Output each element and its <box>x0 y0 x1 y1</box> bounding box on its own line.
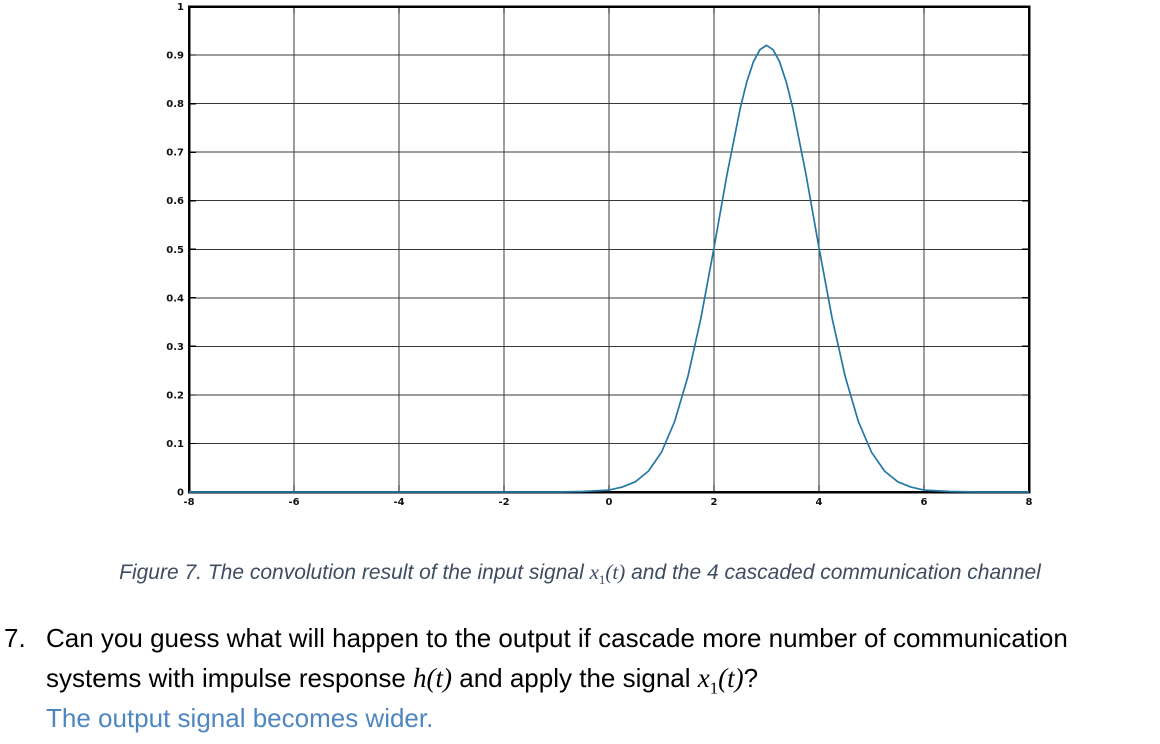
question-mark: ? <box>743 663 759 693</box>
y-tick-label: 0.2 <box>166 390 184 401</box>
question-body: Can you guess what will happen to the ou… <box>46 618 1160 738</box>
math-x1-of-t: x1(t) <box>697 663 744 698</box>
caption-text-1: Figure 7. The convolution result of the … <box>119 561 590 584</box>
y-tick-label: 0.3 <box>166 342 184 353</box>
question-line-1: Can you guess what will happen to the ou… <box>46 623 1068 653</box>
x-tick-label: -8 <box>183 497 194 508</box>
x-tick-label: 8 <box>1026 497 1033 508</box>
x-tick-label: 4 <box>816 497 823 508</box>
y-tick-label: 0.4 <box>166 293 184 304</box>
y-tick-label: 0.8 <box>166 99 184 110</box>
convolution-plot: -8 -6 -4 -2 0 2 4 6 8 0 0.1 0.2 0.3 0.4 0.5 0.6 0.7 0.8 0.… <box>166 2 1033 508</box>
y-tick-label: 0.7 <box>166 148 184 159</box>
y-tick-label: 1 <box>177 2 184 13</box>
math-h-of-t: h(t) <box>413 663 453 693</box>
question-number: 7. <box>4 623 26 653</box>
figure-caption: Figure 7. The convolution result of the … <box>0 560 1160 588</box>
convolution-curve <box>189 44 1029 493</box>
question-line-2-text-b: and apply the signal <box>452 663 698 693</box>
x-tick-label: 2 <box>711 497 718 508</box>
answer-text: The output signal becomes wider. <box>46 703 434 733</box>
y-tick-label: 0.6 <box>166 196 184 207</box>
x-tick-label: -6 <box>288 497 299 508</box>
caption-text-2: and the 4 cascaded communication channel <box>625 561 1041 584</box>
y-tick-label: 0.1 <box>166 439 184 450</box>
math-x1-of-t: x1(t) <box>589 560 626 588</box>
y-tick-label: 0.5 <box>166 245 184 256</box>
question-line-2: systems with impulse response h(t) and a… <box>46 658 1160 698</box>
figure-7-chart: -8 -6 -4 -2 0 2 4 6 8 0 0.1 0.2 0.3 0.4 0.5 0.6 0.7 0.8 0.… <box>166 2 1033 508</box>
question-line-2-text-a: systems with impulse response <box>46 663 414 693</box>
x-tick-label: 0 <box>606 497 613 508</box>
x-tick-label: 6 <box>921 497 928 508</box>
y-tick-label: 0.9 <box>166 51 184 62</box>
x-tick-label: -2 <box>498 497 509 508</box>
x-tick-label: -4 <box>393 497 404 508</box>
y-tick-label: 0 <box>177 488 184 499</box>
question-7: 7. Can you guess what will happen to the… <box>4 618 1160 738</box>
